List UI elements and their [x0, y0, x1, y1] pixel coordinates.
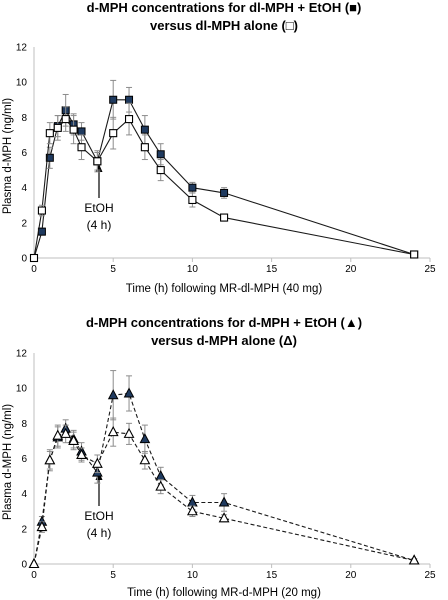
chart2-x-tick-label: 5	[110, 570, 116, 581]
chart1-series1-point	[37, 227, 46, 236]
chart1-series2-point	[140, 143, 149, 152]
chart2-y-tick-label: 4	[21, 489, 27, 500]
chart2-series2-point	[139, 454, 151, 465]
chart1-series2-point	[77, 143, 86, 152]
chart2-x-axis-label: Time (h) following MR-d-MPH (20 mg)	[127, 587, 321, 599]
chart1-y-tick-label: 4	[21, 183, 27, 194]
chart1-series2-point	[109, 129, 118, 138]
chart1-series2-point	[45, 129, 54, 138]
chart1-series2-point	[156, 166, 165, 175]
chart1-series2-point	[220, 213, 229, 222]
chart1-x-tick-label: 25	[424, 264, 436, 275]
chart2-series2-point	[52, 429, 64, 440]
chart2-y-tick-label: 0	[21, 560, 27, 571]
chart1-series1-point	[220, 188, 229, 197]
chart2-y-tick-label: 10	[16, 384, 28, 395]
chart2-x-tick-label: 0	[31, 570, 37, 581]
chart2-series2-point	[123, 427, 135, 438]
chart1-x-axis-label: Time (h) following MR-dl-MPH (40 mg)	[126, 283, 323, 295]
chart1-series2-point	[410, 250, 419, 259]
chart1-series1-point	[77, 127, 86, 136]
chart1-y-tick-label: 2	[21, 218, 27, 229]
chart2-annotation-line1: EtOH	[84, 509, 113, 523]
chart2-series2-point	[91, 457, 103, 468]
chart1-series2-point	[37, 206, 46, 215]
chart1-series1-point	[125, 95, 134, 104]
chart2-series2-point	[218, 512, 230, 523]
chart1-series1-point	[45, 153, 54, 162]
chart1-series2-point	[69, 125, 78, 134]
chart2-series1-point	[107, 389, 119, 400]
chart2-x-tick-label: 15	[266, 570, 278, 581]
chart2-y-axis-label: Plasma d-MPH (ng/ml)	[2, 404, 14, 520]
chart2-series2-point	[408, 554, 420, 565]
chart2-y-tick-label: 12	[16, 349, 28, 360]
chart1-series2-point	[93, 157, 102, 166]
chart1-y-axis-label: Plasma d-MPH (ng/ml)	[2, 98, 14, 214]
chart2-title: d-MPH concentrations for d-MPH + EtOH (▲…	[86, 315, 362, 330]
chart1-series2-point	[53, 123, 62, 132]
chart1-series1-point	[109, 95, 118, 104]
chart2-series2-point	[68, 434, 80, 445]
chart2-series2-point	[155, 480, 167, 491]
chart1-x-tick-label: 10	[187, 264, 199, 275]
chart2-series2-point	[28, 557, 40, 569]
chart2-series1-point	[218, 496, 230, 507]
chart1-subtitle: versus dl-MPH alone (□)	[150, 18, 298, 33]
chart2-subtitle: versus d-MPH alone (Δ)	[151, 333, 297, 348]
chart2-series2-point	[36, 520, 48, 532]
chart1-x-tick-label: 5	[110, 264, 116, 275]
chart2-series1-point	[139, 433, 151, 444]
chart2-series2-point	[44, 454, 56, 465]
chart1-series1-point	[188, 183, 197, 192]
chart2-y-tick-label: 2	[21, 524, 27, 535]
chart2-series1-point	[123, 387, 135, 398]
chart1-y-tick-label: 10	[16, 78, 28, 89]
chart1-plot-area: 0 2 4 6 8 10 12 0 5 10 15 20 25	[16, 43, 436, 276]
chart2-x-tick-label: 10	[187, 570, 199, 581]
chart1-y-tick-label: 8	[21, 113, 27, 124]
chart2-x-tick-label: 25	[424, 570, 436, 581]
chart2-y-tick-label: 8	[21, 419, 27, 430]
chart2-series2-point	[76, 448, 87, 460]
chart1-annotation-line2: (4 h)	[87, 218, 112, 232]
chart1-series1-line	[33, 99, 415, 259]
chart1-series2-point	[124, 115, 134, 124]
chart1-series2-point	[188, 195, 197, 205]
chart2-series2-point	[186, 505, 198, 516]
chart1-x-tick-label: 0	[31, 264, 37, 275]
chart2-series2-point	[107, 425, 119, 437]
chart1-title: d-MPH concentrations for dl-MPH + EtOH (…	[87, 0, 362, 15]
chart1-series1-point	[140, 125, 149, 134]
chart1-series2-point	[29, 253, 39, 263]
chart1-x-tick-label: 20	[345, 264, 357, 275]
chart1-series1-point	[156, 150, 165, 159]
chart1-y-tick-label: 6	[21, 148, 27, 159]
chart1-x-tick-label: 15	[266, 264, 278, 275]
chart2-y-tick-label: 6	[21, 454, 27, 465]
chart1-y-tick-label: 12	[16, 43, 28, 54]
chart2-annotation-line2: (4 h)	[87, 526, 112, 540]
chart1-annotation-line1: EtOH	[84, 201, 113, 215]
chart2-series1-point	[155, 470, 167, 481]
chart1-series2-point	[61, 115, 70, 124]
chart2-x-tick-label: 20	[345, 570, 357, 581]
chart1-y-tick-label: 0	[21, 254, 27, 265]
chart2-plot-area: 0 2 4 6 8 10 12 0 5 10 15 20 25	[16, 349, 436, 582]
chart2-series2-point	[60, 427, 72, 438]
chart2-series1-point	[187, 496, 198, 507]
